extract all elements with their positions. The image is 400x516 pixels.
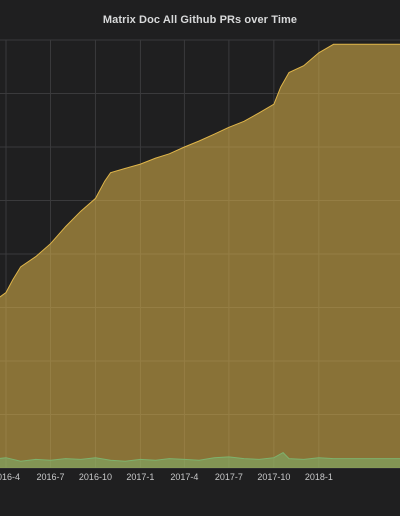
x-tick-label: 2017-1 bbox=[126, 472, 154, 482]
series-line-total bbox=[0, 43, 400, 298]
x-tick-label: 2016-4 bbox=[0, 472, 20, 482]
x-tick-label: 2017-7 bbox=[215, 472, 243, 482]
x-tick-label: 2017-4 bbox=[170, 472, 198, 482]
panel-title[interactable]: Matrix Doc All Github PRs over Time bbox=[102, 14, 298, 26]
x-tick-label: 2016-10 bbox=[79, 472, 112, 482]
series-line-open bbox=[0, 451, 400, 462]
x-axis-ticks: 2016-4 2016-7 2016-10 2017-1 2017-4 2017-7 201… bbox=[0, 472, 333, 482]
x-tick-label: 2016-7 bbox=[36, 472, 64, 482]
x-tick-label: 2017-10 bbox=[257, 472, 290, 482]
x-tick-label: 2018-1 bbox=[305, 472, 333, 482]
series-area-total bbox=[0, 44, 400, 468]
